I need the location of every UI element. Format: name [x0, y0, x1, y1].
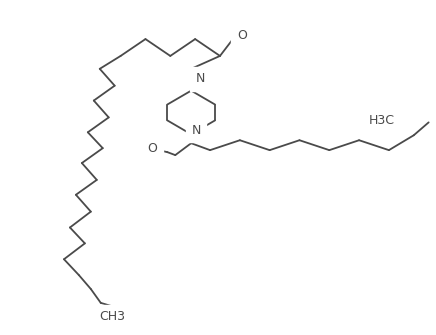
Text: N: N: [191, 124, 201, 137]
Text: N: N: [195, 72, 205, 85]
Text: CH3: CH3: [100, 310, 126, 323]
Text: O: O: [147, 142, 157, 155]
Text: O: O: [237, 28, 247, 42]
Text: H3C: H3C: [369, 114, 395, 127]
